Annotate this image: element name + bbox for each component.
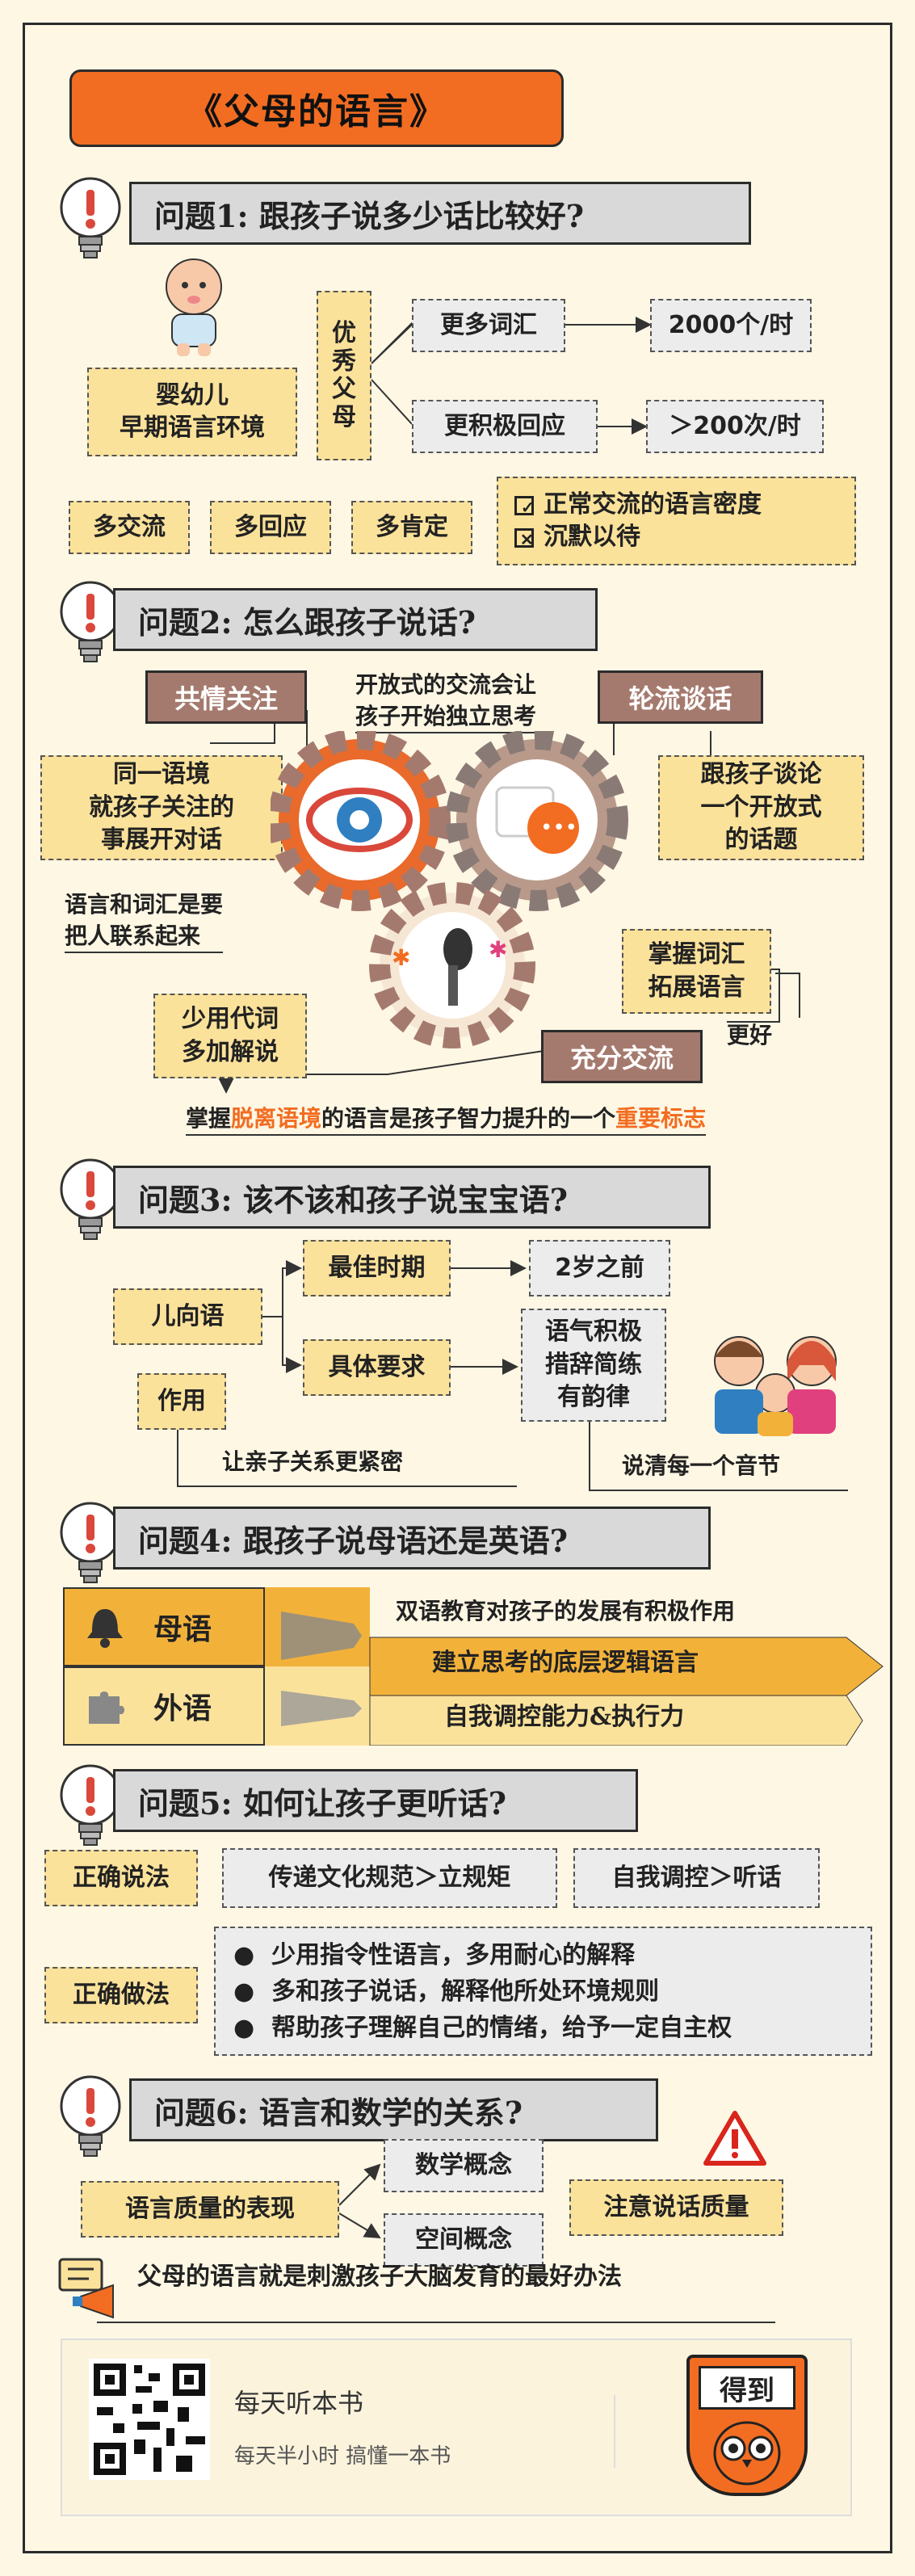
more-responses-box: 更积极回应 (412, 400, 598, 453)
dedao-logo: 得到 (686, 2355, 808, 2496)
attention-box: 注意说话质量 (569, 2179, 783, 2236)
best-period-box: 最佳时期 (303, 1240, 451, 1296)
bullet-icon: ● (233, 2013, 272, 2042)
chat-gear-icon: ••• (446, 731, 628, 911)
connect-people-note: 语言和词汇是要 把人联系起来 (65, 889, 224, 954)
bullet-icon: ● (233, 1977, 272, 2006)
checkbox-crossed-icon: ✕ (514, 528, 534, 549)
language-arrows (265, 1587, 884, 1746)
before-two-box: 2岁之前 (529, 1240, 670, 1296)
footer-divider (614, 2395, 615, 2468)
responses-rate-box: ＞200次/时 (646, 400, 824, 453)
better-label: 更好 (727, 1022, 773, 1048)
question-3-title: 问题3: 该不该和孩子说宝宝语? (113, 1166, 711, 1229)
requirements-detail-box: 语气积极 措辞简练 有韵律 (521, 1309, 666, 1422)
puzzle-icon (89, 1691, 124, 1724)
more-words-box: 更多词汇 (412, 299, 565, 352)
child-speech-box: 儿向语 (113, 1288, 262, 1345)
svg-text:✱: ✱ (489, 936, 507, 963)
check-item-density: ✓ 正常交流的语言密度 (514, 489, 762, 522)
family-icon (714, 1336, 837, 1436)
owl-icon (713, 2421, 781, 2486)
warning-icon (703, 2111, 766, 2166)
lightbulb-icon (60, 2075, 121, 2157)
math-concept-box: 数学概念 (384, 2139, 544, 2192)
tag-respond: 多回应 (210, 501, 331, 554)
doing-list: ● 少用指令性语言，多用耐心的解释 ● 多和孩子说话，解释他所处环境规则 ● 帮… (214, 1927, 872, 2056)
correct-saying-label: 正确说法 (44, 1850, 198, 1906)
check-item-silence: ✕ 沉默以待 (514, 521, 762, 554)
q2-conclusion: 掌握脱离语境的语言是孩子智力提升的一个重要标志 (186, 1103, 707, 1137)
qr-code-icon[interactable] (89, 2359, 210, 2480)
bullet-icon: ● (233, 1940, 272, 1969)
lightbulb-icon (60, 177, 121, 258)
speech-megaphone-icon (58, 2258, 114, 2319)
page-title: 《父母的语言》 (69, 69, 564, 147)
summary-text: 父母的语言就是刺激孩子大脑发育的最好办法 (137, 2263, 622, 2291)
footer-app-title: 每天听本书 (234, 2388, 364, 2418)
bell-icon (87, 1609, 123, 1648)
checklist-box: ✓ 正常交流的语言密度 ✕ 沉默以待 (497, 477, 856, 565)
open-talk-note: 开放式的交流会让 孩子开始独立思考 (355, 669, 537, 734)
mother-tongue-effect: 建立思考的底层逻辑语言 (432, 1649, 699, 1677)
lightbulb-icon (60, 1502, 121, 1583)
fewer-pronouns-box: 少用代词 多加解说 (153, 994, 307, 1078)
microphone-gear-icon: ✱ ✱ (369, 882, 535, 1048)
gears-diagram: ••• ✱ ✱ (271, 731, 628, 1048)
clear-syllable: 说清每一个音节 (622, 1452, 781, 1479)
doing-item: ● 帮助孩子理解自己的情绪，给予一定自主权 (233, 2013, 732, 2042)
effect-detail: 让亲子关系更紧密 (222, 1448, 404, 1475)
space-concept-box: 空间概念 (384, 2213, 544, 2267)
question-5-title: 问题5: 如何让孩子更听话? (113, 1769, 638, 1832)
correct-doing-label: 正确做法 (44, 1967, 198, 2023)
baby-icon (166, 258, 222, 356)
svg-text:✱: ✱ (392, 944, 410, 971)
full-communication-box: 充分交流 (541, 1030, 703, 1083)
infant-language-env: 婴幼儿 早期语言环境 (87, 368, 297, 456)
eye-gear-icon (271, 731, 451, 911)
svg-text:•••: ••• (540, 816, 577, 840)
checkbox-checked-icon: ✓ (514, 495, 535, 517)
language-quality-box: 语言质量的表现 (81, 2181, 339, 2238)
doing-item: ● 少用指令性语言，多用耐心的解释 (233, 1940, 636, 1969)
requirements-box: 具体要求 (303, 1339, 451, 1396)
saying-2-box: 自我调控＞听话 (573, 1848, 820, 1908)
question-1-title: 问题1: 跟孩子说多少话比较好? (129, 182, 751, 245)
question-4-title: 问题4: 跟孩子说母语还是英语? (113, 1507, 711, 1570)
tag-affirm: 多肯定 (351, 501, 472, 554)
master-vocab-box: 掌握词汇 拓展语言 (622, 929, 771, 1014)
question-6-title: 问题6: 语言和数学的关系? (129, 2078, 658, 2141)
tag-communicate: 多交流 (69, 501, 190, 554)
empathy-box: 共情关注 (145, 670, 307, 724)
footer-app-subtitle: 每天半小时 搞懂一本书 (234, 2444, 451, 2469)
mother-tongue-tab: 母语 (63, 1587, 265, 1666)
saying-1-box: 传递文化规范＞立规矩 (222, 1848, 557, 1908)
same-context-box: 同一语境 就孩子关注的 事展开对话 (40, 755, 283, 860)
question-2-title: 问题2: 怎么跟孩子说话? (113, 588, 598, 651)
bilingual-note: 双语教育对孩子的发展有积极作用 (396, 1598, 736, 1624)
doing-item: ● 多和孩子说话，解释他所处环境规则 (233, 1977, 660, 2006)
lightbulb-icon (60, 1764, 121, 1846)
words-rate-box: 2000个/时 (650, 299, 812, 352)
foreign-language-effect: 自我调控能力&执行力 (444, 1703, 685, 1731)
foreign-language-tab: 外语 (63, 1666, 265, 1746)
excellent-parents: 优 秀 父 母 (317, 291, 371, 460)
turn-taking-box: 轮流谈话 (598, 670, 763, 724)
open-topic-box: 跟孩子谈论 一个开放式 的话题 (658, 755, 864, 860)
effect-box: 作用 (137, 1373, 226, 1430)
